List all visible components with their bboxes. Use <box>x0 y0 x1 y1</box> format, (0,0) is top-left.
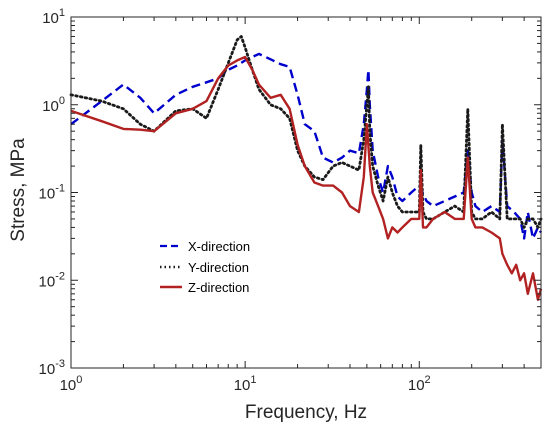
x-tick-label: 100 <box>60 374 83 394</box>
legend-label-z: Z-direction <box>188 280 249 295</box>
y-tick-label: 10-2 <box>39 270 65 290</box>
series-line-x-direction <box>70 52 543 240</box>
x-tick-label: 102 <box>408 374 431 394</box>
legend-label-y: Y-direction <box>188 260 249 275</box>
series-layer <box>69 35 543 301</box>
axes-layer: 100 101 102 10-3 10-2 10-1 100 101 <box>39 7 542 394</box>
series-line-z-direction <box>70 55 543 301</box>
x-tick-label: 101 <box>234 374 257 394</box>
legend: X-direction Y-direction Z-direction <box>154 233 266 297</box>
y-tick-label: 10-1 <box>39 183 65 203</box>
series-line-y-direction <box>69 35 543 229</box>
x-axis-title: Frequency, Hz <box>245 402 367 423</box>
y-tick-label: 100 <box>42 95 65 115</box>
y-axis-title: Stress, MPa <box>8 138 29 242</box>
y-tick-label: 10-3 <box>39 358 65 378</box>
y-tick-label: 101 <box>42 7 65 27</box>
legend-label-x: X-direction <box>188 239 250 254</box>
